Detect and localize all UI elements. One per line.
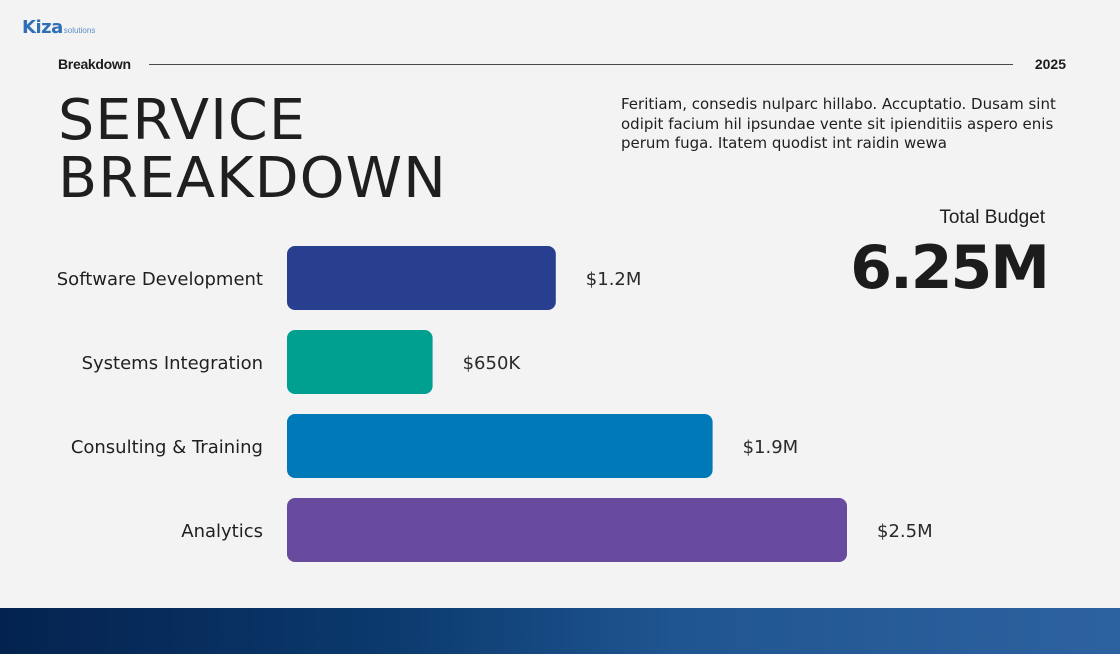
header-divider bbox=[148, 63, 1013, 65]
bar bbox=[287, 330, 433, 394]
total-budget-label: Total Budget bbox=[939, 207, 1045, 228]
page-title: SERVICE BREAKDOWN bbox=[58, 92, 447, 208]
category-label: Analytics bbox=[181, 521, 263, 542]
logo-wordmark: Kiza bbox=[22, 17, 63, 38]
year-label: 2025 bbox=[1034, 56, 1066, 72]
value-label: $1.2M bbox=[586, 269, 642, 290]
value-label: $1.9M bbox=[743, 437, 799, 458]
value-label: $2.5M bbox=[877, 521, 933, 542]
company-logo: Kiza solutions bbox=[22, 17, 95, 38]
bar bbox=[287, 498, 847, 562]
logo-subtext: solutions bbox=[63, 26, 96, 35]
category-label: Consulting & Training bbox=[71, 437, 263, 458]
title-line-1: SERVICE bbox=[58, 88, 306, 153]
description-text: Feritiam, consedis nulparc hillabo. Accu… bbox=[621, 95, 1056, 152]
total-budget-value: 6.25M bbox=[850, 233, 1050, 303]
bar bbox=[287, 414, 713, 478]
footer-gradient-band bbox=[0, 608, 1120, 654]
title-line-2: BREAKDOWN bbox=[58, 146, 447, 211]
bar bbox=[287, 246, 556, 310]
section-label: Breakdown bbox=[58, 56, 131, 72]
category-label: Software Development bbox=[57, 269, 263, 290]
value-label: $650K bbox=[463, 353, 522, 374]
header-bar: Breakdown 2025 bbox=[58, 54, 1066, 74]
category-label: Systems Integration bbox=[82, 353, 263, 374]
